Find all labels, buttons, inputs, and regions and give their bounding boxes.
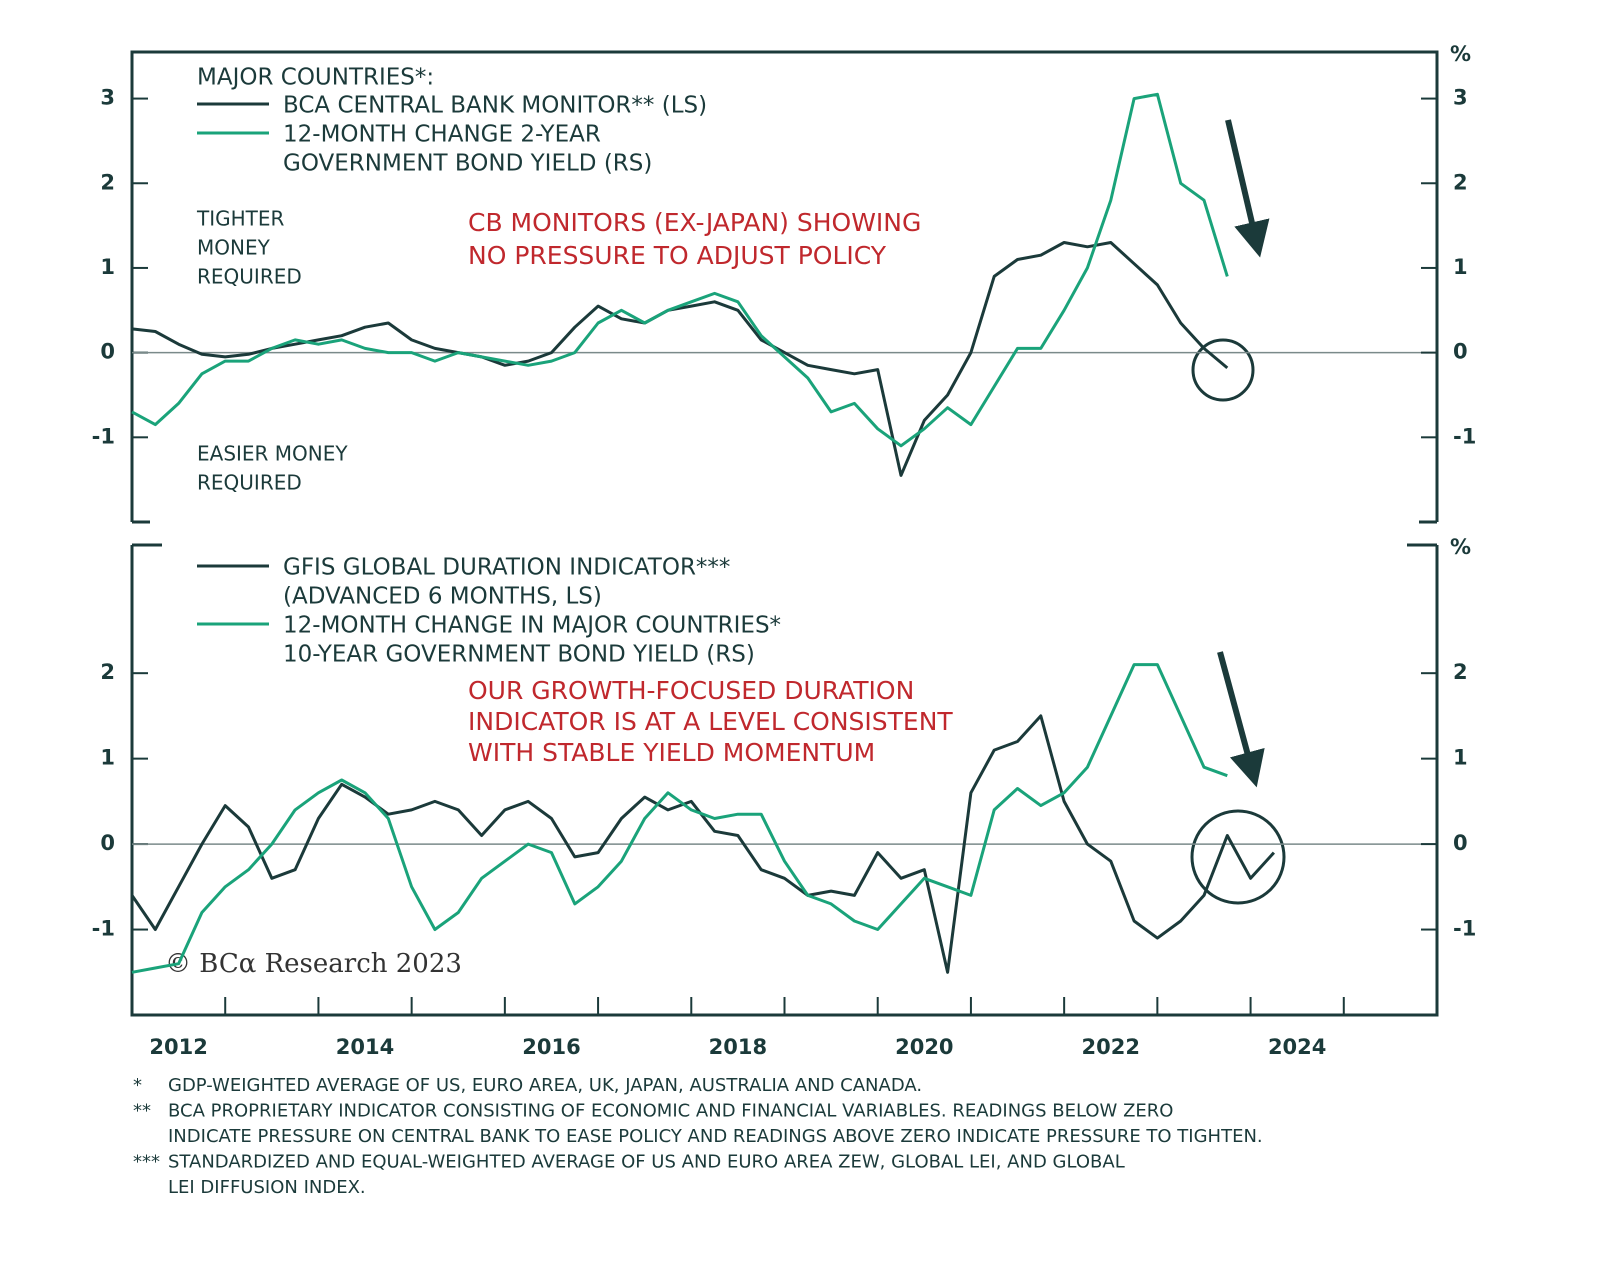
annotation: REQUIRED (197, 471, 302, 495)
annotation: INDICATOR IS AT A LEVEL CONSISTENT (468, 707, 953, 736)
footnote-mark: ** (133, 1101, 151, 1122)
y-tick-label: 2 (100, 660, 115, 684)
top-frame (130, 50, 1439, 524)
y-tick-label: 2 (100, 170, 115, 194)
y2-unit: % (1450, 42, 1471, 66)
annotation: TIGHTER (196, 207, 285, 231)
legend-label: (ADVANCED 6 MONTHS, LS) (283, 584, 602, 610)
y-tick-label: 1 (100, 255, 115, 279)
arrow (1217, 651, 1265, 788)
legend-label: 12-MONTH CHANGE IN MAJOR COUNTRIES* (283, 613, 781, 639)
annotation: REQUIRED (197, 265, 302, 289)
y-tick-label: 0 (100, 831, 115, 855)
footnote: STANDARDIZED AND EQUAL-WEIGHTED AVERAGE … (168, 1152, 1125, 1173)
x-tick-label: 2024 (1268, 1035, 1326, 1059)
legend-title: MAJOR COUNTRIES*: (197, 65, 434, 91)
annotation: EASIER MONEY (197, 442, 348, 466)
arrow (1225, 119, 1270, 258)
footnote: GDP-WEIGHTED AVERAGE OF US, EURO AREA, U… (168, 1075, 922, 1096)
annotation: OUR GROWTH-FOCUSED DURATION (468, 676, 914, 705)
y-tick-label: 3 (100, 86, 115, 110)
y2-tick-label: -1 (1453, 917, 1476, 941)
footnote-mark: *** (133, 1152, 160, 1173)
series-line (131, 241, 1229, 477)
x-tick-label: 2020 (895, 1035, 953, 1059)
y2-tick-label: 0 (1453, 831, 1468, 855)
copyright: © BCα Research 2023 (165, 949, 462, 979)
annotation: NO PRESSURE TO ADJUST POLICY (468, 241, 887, 270)
x-tick-label: 2016 (522, 1035, 580, 1059)
y-tick-label: 0 (100, 340, 115, 364)
y2-tick-label: 2 (1453, 170, 1468, 194)
legend-label: BCA CENTRAL BANK MONITOR** (LS) (283, 93, 707, 119)
footnote: BCA PROPRIETARY INDICATOR CONSISTING OF … (168, 1101, 1173, 1122)
x-tick-label: 2018 (709, 1035, 767, 1059)
y-tick-label: -1 (92, 917, 115, 941)
legend-label: 10-YEAR GOVERNMENT BOND YIELD (RS) (283, 642, 755, 668)
y2-tick-label: 1 (1453, 746, 1468, 770)
x-tick-label: 2014 (336, 1035, 394, 1059)
annotation: CB MONITORS (EX-JAPAN) SHOWING (468, 208, 921, 237)
y2-tick-label: 2 (1453, 660, 1468, 684)
x-tick-label: 2022 (1082, 1035, 1140, 1059)
y-tick-label: 1 (100, 746, 115, 770)
series-line (130, 714, 1276, 974)
y2-tick-label: 0 (1453, 340, 1468, 364)
y2-tick-label: 1 (1453, 255, 1468, 279)
highlight-circle (1191, 338, 1255, 402)
series-line (131, 92, 1229, 448)
y2-unit: % (1450, 535, 1471, 559)
y2-tick-label: -1 (1453, 424, 1476, 448)
annotation: WITH STABLE YIELD MOMENTUM (468, 738, 875, 767)
legend-label: 12-MONTH CHANGE 2-YEAR (283, 122, 601, 148)
y2-tick-label: 3 (1453, 86, 1468, 110)
highlight-circle (1190, 809, 1286, 905)
legend-label: GOVERNMENT BOND YIELD (RS) (283, 151, 652, 177)
series-line (131, 663, 1228, 974)
footnote: LEI DIFFUSION INDEX. (168, 1177, 366, 1198)
legend-label: GFIS GLOBAL DURATION INDICATOR*** (283, 555, 730, 581)
footnote-mark: * (133, 1075, 142, 1096)
footnote: INDICATE PRESSURE ON CENTRAL BANK TO EAS… (168, 1126, 1263, 1147)
annotation: MONEY (197, 236, 271, 260)
y-tick-label: -1 (92, 424, 115, 448)
x-tick-label: 2012 (149, 1035, 207, 1059)
